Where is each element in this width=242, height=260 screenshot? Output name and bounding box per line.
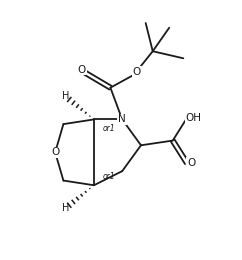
Text: N: N [118, 114, 126, 125]
Text: O: O [187, 158, 195, 168]
Text: H: H [62, 91, 69, 101]
Text: O: O [78, 64, 86, 75]
Text: or1: or1 [103, 124, 115, 133]
Text: H: H [62, 203, 69, 213]
Text: O: O [133, 67, 141, 77]
Text: OH: OH [185, 113, 201, 123]
Text: or1: or1 [103, 172, 115, 181]
Text: O: O [51, 147, 59, 157]
